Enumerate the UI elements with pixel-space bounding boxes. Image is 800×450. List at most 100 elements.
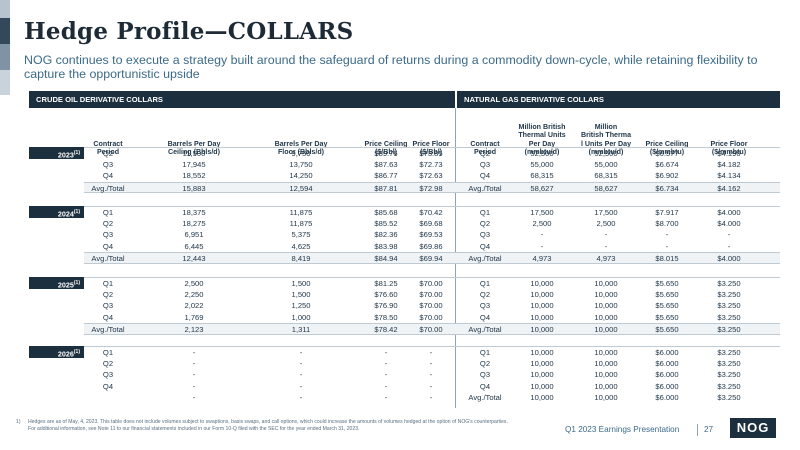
oil-header-price-ceiling: Price Ceiling ($/Bbl) [364, 139, 408, 157]
gas-cell-price-ceiling: $8.700 [655, 218, 679, 228]
gas-cell-mmbtu-floor: 4,973 [596, 254, 616, 264]
oil-cell-barrels-floor: - [299, 358, 303, 368]
gas-cell-mmbtu-ceiling: 10,000 [530, 393, 554, 403]
gas-cell-price-floor: $3.250 [717, 279, 741, 288]
gas-cell-mmbtu-ceiling: 10,000 [530, 312, 554, 322]
page-number: 27 [704, 425, 714, 434]
oil-cell-contract-period: Q3 [102, 301, 114, 311]
oil-cell-contract-period: Q4 [102, 241, 114, 251]
oil-cell-price-ceiling: $76.90 [374, 301, 398, 311]
page-title: Hedge Profile—COLLARS [24, 18, 354, 45]
gas-cell-price-ceiling: $5.650 [655, 289, 679, 299]
gas-cell-mmbtu-floor: 2,500 [596, 218, 616, 228]
gas-cell-price-floor: $3.250 [717, 370, 741, 380]
oil-cell-price-ceiling: $85.68 [374, 208, 398, 217]
oil-cell-price-floor: $70.00 [419, 289, 443, 299]
table-row: Q1 18,375 11,875 $85.68 $70.42 Q1 17,500 17,500… [84, 206, 780, 218]
gas-cell-mmbtu-ceiling: - [540, 230, 544, 240]
gas-cell-mmbtu-ceiling: 55,000 [530, 159, 554, 169]
gas-cell-mmbtu-floor: 10,000 [594, 393, 618, 403]
oil-cell-barrels-floor: 11,875 [289, 218, 313, 228]
collars-table: CRUDE OIL DERIVATIVE COLLARS NATURAL GAS… [29, 91, 780, 411]
gas-cell-price-ceiling: $6.000 [655, 381, 679, 391]
oil-cell-price-floor: $72.63 [419, 171, 443, 181]
oil-cell-barrels-floor: 14,250 [289, 171, 313, 181]
year-label: 2026(1) [29, 346, 84, 358]
page-subtitle: NOG continues to execute a strategy buil… [24, 53, 758, 81]
gas-cell-mmbtu-floor: 10,000 [594, 370, 618, 380]
total-row: Avg./Total 2,123 1,311 $78.42 $70.00 Avg./Tot… [84, 323, 780, 335]
gas-cell-contract-period: Q2 [479, 289, 491, 299]
gas-cell-contract-period: Q2 [479, 218, 491, 228]
table-row: Q4 18,552 14,250 $86.77 $72.63 Q4 68,315 68,315… [84, 170, 780, 182]
oil-cell-price-floor: $70.42 [419, 208, 443, 217]
year-label: 2024(1) [29, 206, 84, 218]
oil-cell-price-ceiling: $78.50 [374, 312, 398, 322]
oil-cell-price-ceiling: - [384, 370, 388, 380]
oil-cell-barrels-ceiling: - [192, 358, 196, 368]
gas-cell-contract-period: Q4 [479, 171, 491, 181]
gas-cell-mmbtu-ceiling: 10,000 [530, 279, 554, 288]
year-group-2023: 2023(1) Q2 11,500 9,750 $89.76 $73.85 Q2 52,500… [29, 147, 780, 194]
oil-cell-barrels-ceiling: - [192, 348, 196, 357]
gas-cell-contract-period: Q4 [479, 241, 491, 251]
gas-cell-contract-period: Q2 [479, 149, 491, 158]
oil-cell-contract-period: Q3 [102, 230, 114, 240]
gas-cell-price-ceiling: $7.917 [655, 208, 679, 217]
gas-cell-price-floor: $4.162 [717, 183, 741, 193]
oil-cell-price-floor: $72.73 [419, 159, 443, 169]
gas-cell-price-ceiling: - [665, 241, 669, 251]
oil-cell-barrels-floor: 12,594 [289, 183, 313, 193]
gas-cell-contract-period: Q3 [479, 159, 491, 169]
oil-cell-price-ceiling: $87.81 [374, 183, 398, 193]
oil-cell-barrels-floor: 1,000 [291, 312, 311, 322]
footnote: 1) Hedges are as of May, 4, 2023. This t… [16, 419, 556, 434]
gas-cell-mmbtu-ceiling: 10,000 [530, 348, 554, 357]
oil-cell-barrels-ceiling: 2,123 [184, 325, 204, 335]
oil-cell-contract-period: Q3 [102, 159, 114, 169]
oil-header-contract-period: Contract Period [93, 139, 123, 157]
gas-cell-price-ceiling: $5.650 [655, 312, 679, 322]
oil-cell-price-floor: $69.86 [419, 241, 443, 251]
gas-cell-price-floor: $3.250 [717, 325, 741, 335]
oil-cell-barrels-ceiling: 2,022 [184, 301, 204, 311]
footer-divider [697, 424, 698, 436]
oil-cell-price-floor: - [429, 358, 433, 368]
oil-cell-contract-period: Q2 [102, 149, 114, 158]
oil-cell-price-ceiling: $89.76 [374, 149, 398, 158]
total-row: Avg./Total 12,443 8,419 $84.94 $69.94 Avg./To… [84, 252, 780, 264]
gas-cell-price-ceiling: $6.734 [655, 183, 679, 193]
oil-cell-price-floor: $69.94 [419, 254, 443, 264]
oil-cell-price-floor: $72.98 [419, 183, 443, 193]
oil-cell-contract-period: Avg./Total [91, 325, 125, 335]
oil-cell-price-ceiling: $76.60 [374, 289, 398, 299]
gas-cell-mmbtu-ceiling: 68,315 [530, 171, 554, 181]
gas-cell-contract-period: Q3 [479, 230, 491, 240]
year-group-2025: 2025(1) Q1 2,500 1,500 $81.25 $70.00 Q1 10,000 1… [29, 277, 780, 335]
gas-cell-mmbtu-floor: - [604, 241, 608, 251]
gas-cell-mmbtu-floor: 10,000 [594, 358, 618, 368]
gas-cell-price-floor: - [727, 241, 731, 251]
oil-cell-price-floor: - [429, 393, 433, 403]
gas-header-mmbtu-floor: Million British Therma l Units Per Day (… [580, 122, 632, 157]
footnote-number: 1) [16, 419, 21, 425]
gas-cell-price-ceiling: $5.650 [655, 325, 679, 335]
gas-cell-mmbtu-floor: 55,000 [594, 159, 618, 169]
oil-cell-barrels-floor: 11,875 [289, 208, 313, 217]
natural-gas-section-header: NATURAL GAS DERIVATIVE COLLARS [457, 91, 780, 108]
gas-cell-price-ceiling: $6.000 [655, 370, 679, 380]
table-row: Q3 6,951 5,375 $82.36 $69.53 Q3 - - - - [84, 229, 780, 241]
oil-cell-barrels-ceiling: - [192, 381, 196, 391]
footnote-line-2: For additional information, see Note 11 … [28, 426, 360, 433]
gas-cell-mmbtu-floor: 10,000 [594, 301, 618, 311]
gas-cell-price-floor: $4.000 [717, 254, 741, 264]
oil-cell-barrels-floor: 1,500 [291, 289, 311, 299]
gas-header-contract-period: Contract Period [470, 139, 500, 157]
accent-bar [0, 0, 10, 95]
gas-cell-mmbtu-floor: 52,500 [594, 149, 618, 158]
table-row: Q1 - - - - Q1 10,000 10,000 $6.000 $3.250 [84, 346, 780, 358]
oil-header-barrels-ceiling: Barrels Per Day Ceiling (Bbls/d) [167, 139, 221, 157]
gas-cell-price-floor: $3.250 [717, 348, 741, 357]
oil-cell-contract-period: Q1 [102, 348, 114, 357]
table-row: Q2 - - - - Q2 10,000 10,000 $6.000 $3.250 [84, 358, 780, 370]
